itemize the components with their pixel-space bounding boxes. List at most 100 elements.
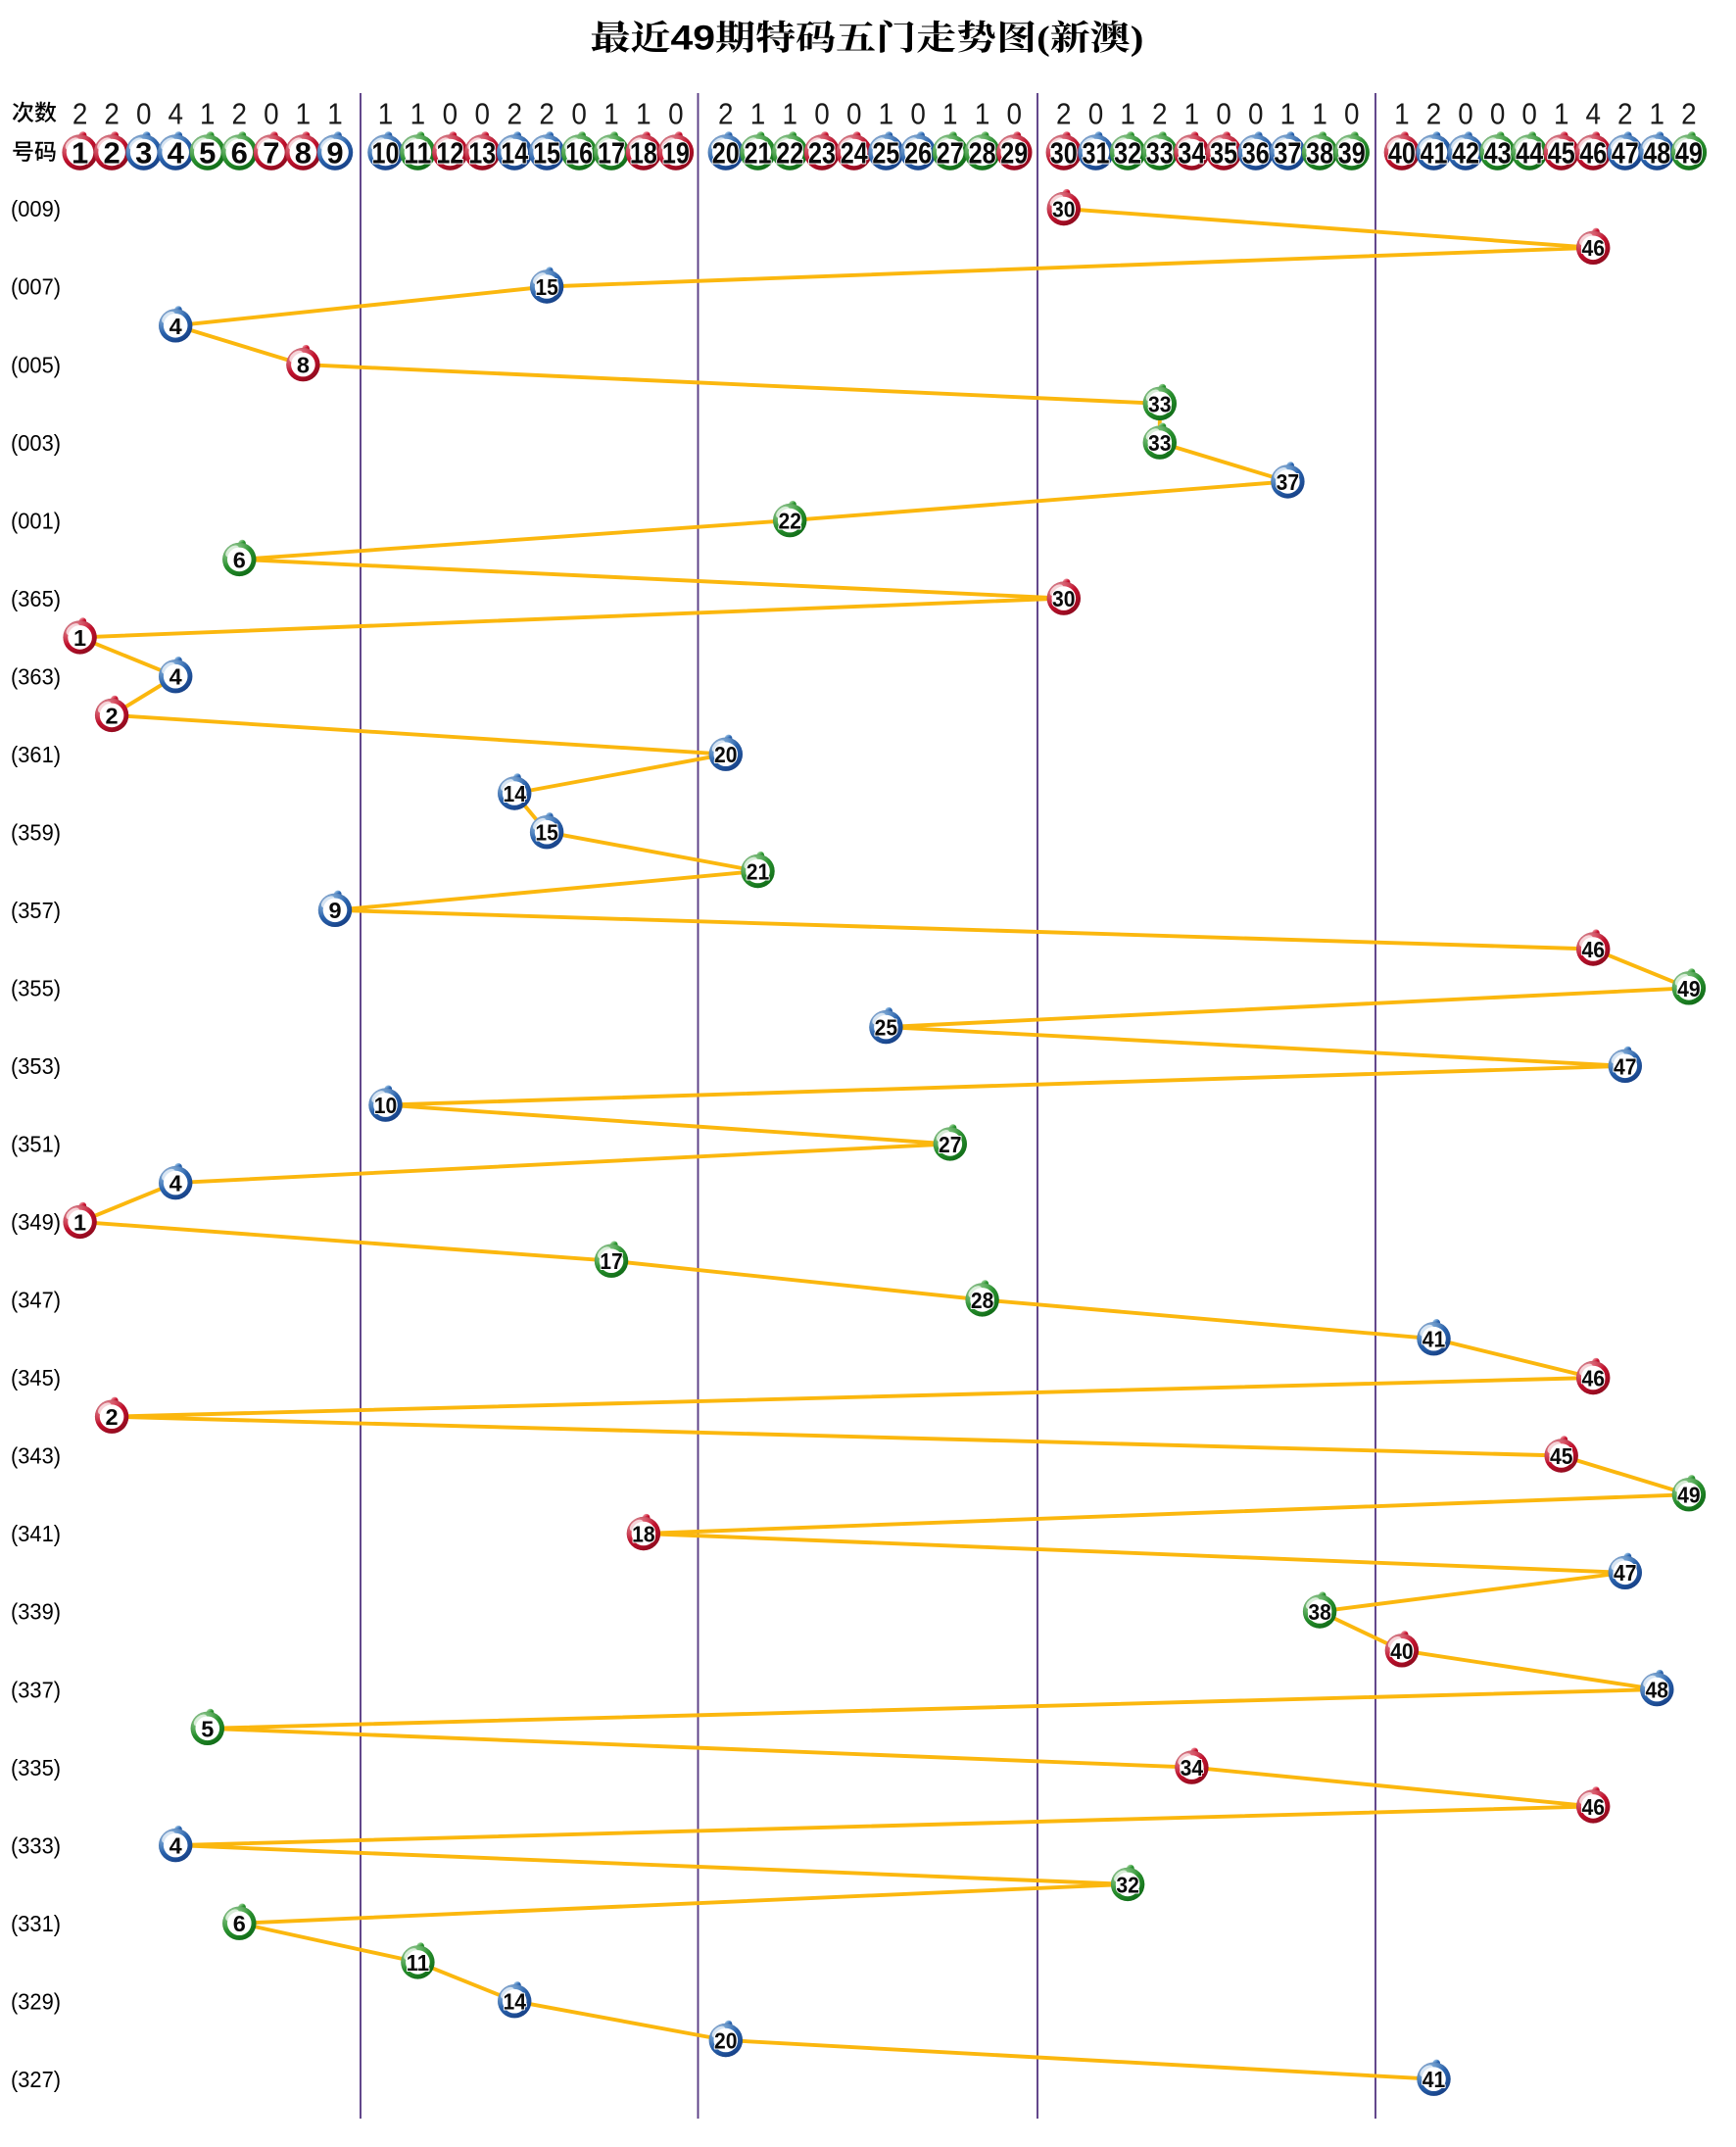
svg-text:(343): (343) (11, 1443, 61, 1469)
svg-text:21: 21 (747, 859, 770, 885)
svg-text:1: 1 (782, 97, 797, 131)
svg-text:31: 31 (1083, 136, 1110, 171)
svg-text:20: 20 (714, 742, 738, 767)
svg-text:20: 20 (712, 136, 740, 171)
svg-text:0: 0 (1344, 97, 1360, 131)
svg-text:(357): (357) (11, 898, 61, 923)
svg-text:9: 9 (326, 136, 343, 171)
svg-text:4: 4 (169, 664, 182, 690)
svg-text:34: 34 (1178, 136, 1206, 171)
svg-text:1: 1 (636, 97, 651, 131)
svg-text:2: 2 (106, 703, 119, 728)
svg-text:(351): (351) (11, 1132, 61, 1157)
svg-text:1: 1 (296, 97, 312, 131)
svg-text:0: 0 (136, 97, 152, 131)
svg-text:30: 30 (1052, 586, 1076, 611)
svg-text:41: 41 (1423, 1327, 1446, 1352)
svg-text:(347): (347) (11, 1288, 61, 1313)
svg-text:0: 0 (668, 97, 684, 131)
svg-text:33: 33 (1148, 391, 1172, 416)
svg-text:2: 2 (1056, 97, 1072, 131)
svg-text:37: 37 (1277, 469, 1300, 495)
svg-text:(: ( (1037, 20, 1050, 58)
svg-text:25: 25 (875, 1015, 898, 1041)
svg-text:1: 1 (1280, 97, 1296, 131)
svg-text:6: 6 (231, 136, 248, 171)
svg-text:30: 30 (1052, 197, 1076, 222)
svg-text:49: 49 (671, 19, 716, 58)
svg-text:5: 5 (201, 1716, 214, 1741)
svg-text:27: 27 (939, 1132, 962, 1157)
svg-text:25: 25 (872, 136, 899, 171)
svg-text:0: 0 (571, 97, 587, 131)
svg-text:(349): (349) (11, 1209, 61, 1235)
svg-text:29: 29 (1000, 136, 1028, 171)
svg-text:15: 15 (533, 136, 560, 171)
svg-text:(009): (009) (11, 196, 61, 221)
svg-text:1: 1 (72, 136, 88, 171)
svg-text:47: 47 (1614, 1560, 1637, 1586)
svg-text:14: 14 (503, 781, 526, 806)
svg-text:22: 22 (776, 136, 803, 171)
svg-text:(345): (345) (11, 1365, 61, 1391)
svg-text:11: 11 (404, 136, 431, 171)
svg-text:(327): (327) (11, 2067, 61, 2092)
svg-text:10: 10 (372, 136, 400, 171)
svg-text:23: 23 (808, 136, 836, 171)
svg-text:(361): (361) (11, 742, 61, 767)
svg-text:2: 2 (106, 1404, 119, 1430)
svg-text:0: 0 (264, 97, 279, 131)
svg-text:41: 41 (1421, 136, 1448, 171)
svg-text:8: 8 (297, 353, 310, 378)
svg-text:1: 1 (1312, 97, 1327, 131)
svg-text:33: 33 (1146, 136, 1174, 171)
svg-text:46: 46 (1579, 136, 1607, 171)
svg-text:19: 19 (662, 136, 690, 171)
svg-text:0: 0 (1458, 97, 1473, 131)
svg-text:18: 18 (630, 136, 657, 171)
svg-text:13: 13 (468, 136, 496, 171)
svg-text:44: 44 (1516, 136, 1544, 171)
svg-text:(001): (001) (11, 508, 61, 533)
svg-text:46: 46 (1581, 937, 1605, 962)
svg-text:0: 0 (910, 97, 926, 131)
svg-text:46: 46 (1581, 1365, 1605, 1391)
svg-text:46: 46 (1581, 1794, 1605, 1820)
svg-text:34: 34 (1181, 1755, 1204, 1781)
svg-text:38: 38 (1306, 136, 1333, 171)
svg-text:2: 2 (72, 97, 88, 131)
svg-text:(337): (337) (11, 1677, 61, 1702)
svg-text:1: 1 (200, 97, 216, 131)
svg-text:2: 2 (232, 97, 248, 131)
svg-text:8: 8 (295, 136, 312, 171)
svg-text:(365): (365) (11, 586, 61, 611)
svg-text:17: 17 (600, 1248, 623, 1274)
svg-text:1: 1 (1650, 97, 1665, 131)
svg-text:1: 1 (975, 97, 990, 131)
svg-text:4: 4 (169, 1171, 182, 1196)
svg-text:6: 6 (233, 547, 246, 572)
svg-text:45: 45 (1548, 136, 1575, 171)
svg-text:17: 17 (598, 136, 625, 171)
svg-text:1: 1 (750, 97, 766, 131)
svg-text:48: 48 (1643, 136, 1670, 171)
svg-text:6: 6 (233, 1911, 246, 1936)
svg-text:9: 9 (328, 898, 341, 923)
svg-text:4: 4 (168, 136, 185, 171)
svg-text:36: 36 (1242, 136, 1270, 171)
svg-text:(359): (359) (11, 819, 61, 845)
svg-text:18: 18 (632, 1522, 655, 1547)
svg-text:30: 30 (1050, 136, 1078, 171)
svg-text:40: 40 (1388, 136, 1416, 171)
svg-text:0: 0 (475, 97, 491, 131)
svg-text:22: 22 (778, 509, 801, 534)
svg-text:47: 47 (1614, 1053, 1637, 1079)
svg-text:2: 2 (718, 97, 734, 131)
svg-text:46: 46 (1581, 235, 1605, 261)
svg-text:10: 10 (374, 1093, 398, 1118)
svg-text:48: 48 (1646, 1678, 1669, 1703)
svg-text:1: 1 (942, 97, 958, 131)
svg-text:15: 15 (535, 274, 558, 300)
svg-text:2: 2 (506, 97, 522, 131)
svg-text:28: 28 (971, 1288, 994, 1313)
